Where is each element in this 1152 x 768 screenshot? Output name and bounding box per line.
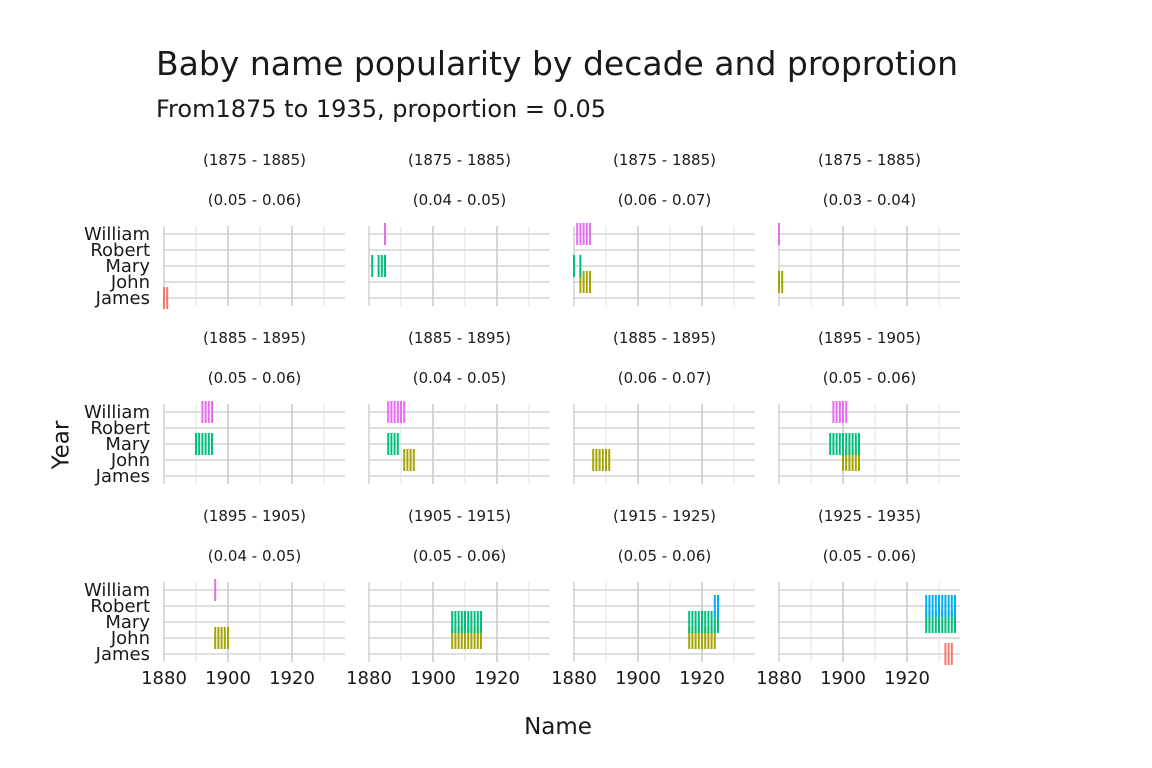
facet-panel: (1925 - 1935) (0.05 - 0.06) 1880 1900 1920 (756, 507, 960, 689)
y-tick-label: John (110, 628, 150, 649)
facet-strip-label: (0.05 - 0.06) (413, 547, 506, 565)
facet-strip-label: (1915 - 1925) (613, 507, 716, 525)
facet-panel: (1875 - 1885) (0.05 - 0.06) JamesJohnMaryR… (84, 151, 345, 309)
y-tick-label: Mary (105, 256, 150, 277)
facet-strip-label: (1925 - 1935) (818, 507, 921, 525)
facet-panel: (1875 - 1885) (0.04 - 0.05) (368, 151, 550, 306)
facet-strip-label: (1885 - 1895) (613, 329, 716, 347)
facet-strip-label: (1875 - 1885) (613, 151, 716, 169)
x-tick-label: 1900 (615, 668, 661, 689)
facet-strip-label: (1875 - 1885) (203, 151, 306, 169)
facet-strip-label: (0.05 - 0.06) (208, 369, 301, 387)
y-tick-label: William (84, 402, 150, 423)
facet-panel: (1895 - 1905) (0.05 - 0.06) (778, 329, 960, 484)
facet-strip-label: (0.04 - 0.05) (413, 369, 506, 387)
facet-panel: (1895 - 1905) (0.04 - 0.05) JamesJohnMaryR… (84, 507, 345, 689)
y-tick-label: William (84, 224, 150, 245)
facet-panel: (1915 - 1925) (0.05 - 0.06) 1880 1900 1920 (551, 507, 755, 689)
x-tick-label: 1900 (410, 668, 456, 689)
facet-strip-label: (0.05 - 0.06) (618, 547, 711, 565)
x-tick-label: 1880 (141, 668, 187, 689)
y-tick-label: Robert (90, 240, 150, 261)
facet-strip-label: (0.05 - 0.06) (823, 369, 916, 387)
y-tick-label: John (110, 272, 150, 293)
facet-strip-label: (1895 - 1905) (203, 507, 306, 525)
x-tick-label: 1880 (346, 668, 392, 689)
x-tick-label: 1920 (884, 668, 930, 689)
facet-strip-label: (0.06 - 0.07) (618, 191, 711, 209)
chart-subtitle: From1875 to 1935, proportion = 0.05 (156, 95, 607, 123)
facet-strip-label: (1875 - 1885) (818, 151, 921, 169)
y-tick-label: Robert (90, 418, 150, 439)
x-axis-title: Name (524, 714, 592, 740)
facet-panel: (1885 - 1895) (0.04 - 0.05) (368, 329, 550, 484)
facet-strip-label: (0.03 - 0.04) (823, 191, 916, 209)
x-tick-label: 1880 (551, 668, 597, 689)
y-tick-label: James (95, 288, 150, 309)
y-tick-label: John (110, 450, 150, 471)
y-tick-label: William (84, 580, 150, 601)
y-tick-label: Mary (105, 434, 150, 455)
facet-panel: (1875 - 1885) (0.06 - 0.07) (573, 151, 755, 306)
x-tick-label: 1900 (820, 668, 866, 689)
y-tick-label: James (95, 644, 150, 665)
x-tick-label: 1880 (756, 668, 802, 689)
facet-strip-label: (1885 - 1895) (203, 329, 306, 347)
facet-panel: (1875 - 1885) (0.03 - 0.04) (778, 151, 960, 306)
facet-strip-label: (1885 - 1895) (408, 329, 511, 347)
x-tick-label: 1920 (679, 668, 725, 689)
y-tick-label: James (95, 466, 150, 487)
x-tick-label: 1920 (474, 668, 520, 689)
y-tick-label: Robert (90, 596, 150, 617)
facet-strip-label: (0.05 - 0.06) (823, 547, 916, 565)
y-tick-label: Mary (105, 612, 150, 633)
facet-strip-label: (0.04 - 0.05) (208, 547, 301, 565)
facet-strip-label: (0.04 - 0.05) (413, 191, 506, 209)
x-tick-label: 1900 (205, 668, 251, 689)
facet-panel: (1885 - 1895) (0.05 - 0.06) JamesJohnMaryR… (84, 329, 345, 487)
facet-strip-label: (0.06 - 0.07) (618, 369, 711, 387)
facet-strip-label: (1905 - 1915) (408, 507, 511, 525)
facet-strip-label: (0.05 - 0.06) (208, 191, 301, 209)
chart-title: Baby name popularity by decade and propr… (156, 44, 959, 83)
x-tick-label: 1920 (269, 668, 315, 689)
y-axis-title: Year (49, 420, 75, 470)
facet-panel: (1885 - 1895) (0.06 - 0.07) (573, 329, 755, 484)
facet-panel: (1905 - 1915) (0.05 - 0.06) 1880 1900 1920 (346, 507, 550, 689)
facet-strip-label: (1895 - 1905) (818, 329, 921, 347)
facet-strip-label: (1875 - 1885) (408, 151, 511, 169)
